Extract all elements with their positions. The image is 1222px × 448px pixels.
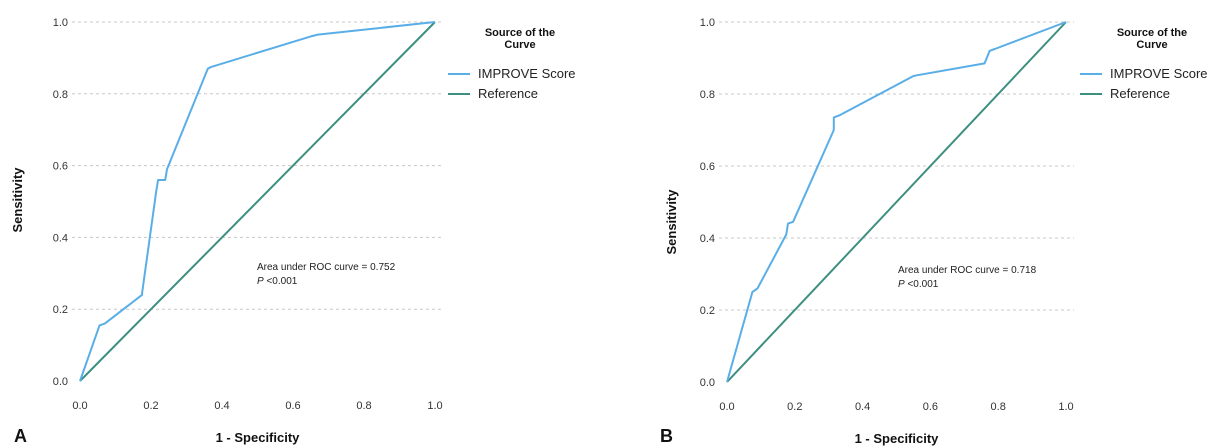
reference-line [79, 21, 436, 382]
roc-panel-b: 0.0 0.2 0.4 0.6 0.8 1.0 0.0 0.2 0.4 0.6 0.8 1.0 1 - … [660, 17, 1208, 446]
y-tick-label: 0.0 [53, 376, 68, 388]
legend-title-line: Curve [504, 39, 535, 51]
x-tick-label: 0.4 [855, 401, 870, 413]
reference-line [726, 21, 1067, 383]
y-tick-label: 0.4 [53, 232, 68, 244]
x-tick-label: 0.0 [72, 400, 87, 412]
y-tick-label: 0.6 [53, 161, 68, 173]
y-tick-label: 0.8 [53, 89, 68, 101]
panel-label: A [14, 426, 27, 446]
y-tick-label: 0.6 [700, 161, 715, 173]
y-tick-label: 1.0 [700, 17, 715, 29]
roc-panel-a: 0.0 0.2 0.4 0.6 0.8 1.0 0.0 0.2 0.4 0.6 0.8 1.0 1 - … [10, 17, 576, 446]
x-tick-label: 0.8 [356, 400, 371, 412]
legend-entry-label: IMPROVE Score [478, 66, 576, 81]
y-tick-label: 1.0 [53, 17, 68, 29]
y-axis-title: Sensitivity [10, 167, 25, 233]
auc-annotation: Area under ROC curve = 0.752 [257, 262, 396, 273]
x-tick-label: 0.8 [991, 401, 1006, 413]
p-symbol: P [257, 276, 264, 287]
legend-title: Source of the Curve [485, 27, 555, 51]
y-tick-label: 0.0 [700, 377, 715, 389]
x-tick-label: 0.0 [719, 401, 734, 413]
legend-entry-label: IMPROVE Score [1110, 66, 1208, 81]
y-tick-label: 0.2 [700, 305, 715, 317]
y-tick-label: 0.8 [700, 89, 715, 101]
p-value: <0.001 [264, 276, 298, 287]
y-tick-label: 0.2 [53, 304, 68, 316]
p-value-annotation: P <0.001 [898, 279, 939, 290]
p-symbol: P [898, 279, 905, 290]
x-tick-label: 1.0 [427, 400, 442, 412]
legend-title-line: Source of the [1117, 27, 1187, 39]
y-axis-title: Sensitivity [664, 189, 679, 255]
improve-score-curve [79, 21, 436, 382]
legend-entry-label: Reference [478, 86, 538, 101]
x-tick-label: 0.6 [285, 400, 300, 412]
p-value-annotation: P <0.001 [257, 276, 298, 287]
legend-title-line: Curve [1136, 39, 1167, 51]
improve-score-curve [726, 21, 1067, 383]
auc-annotation: Area under ROC curve = 0.718 [898, 265, 1037, 276]
p-value: <0.001 [905, 279, 939, 290]
x-tick-label: 0.2 [143, 400, 158, 412]
x-tick-label: 0.4 [214, 400, 229, 412]
x-tick-label: 0.6 [923, 401, 938, 413]
x-axis-title: 1 - Specificity [216, 430, 301, 445]
y-tick-label: 0.4 [700, 233, 715, 245]
legend-entry-label: Reference [1110, 86, 1170, 101]
legend-title: Source of the Curve [1117, 27, 1187, 51]
x-axis-title: 1 - Specificity [855, 431, 940, 446]
x-tick-label: 0.2 [787, 401, 802, 413]
legend-title-line: Source of the [485, 27, 555, 39]
x-tick-label: 1.0 [1058, 401, 1073, 413]
panel-label: B [660, 426, 673, 446]
